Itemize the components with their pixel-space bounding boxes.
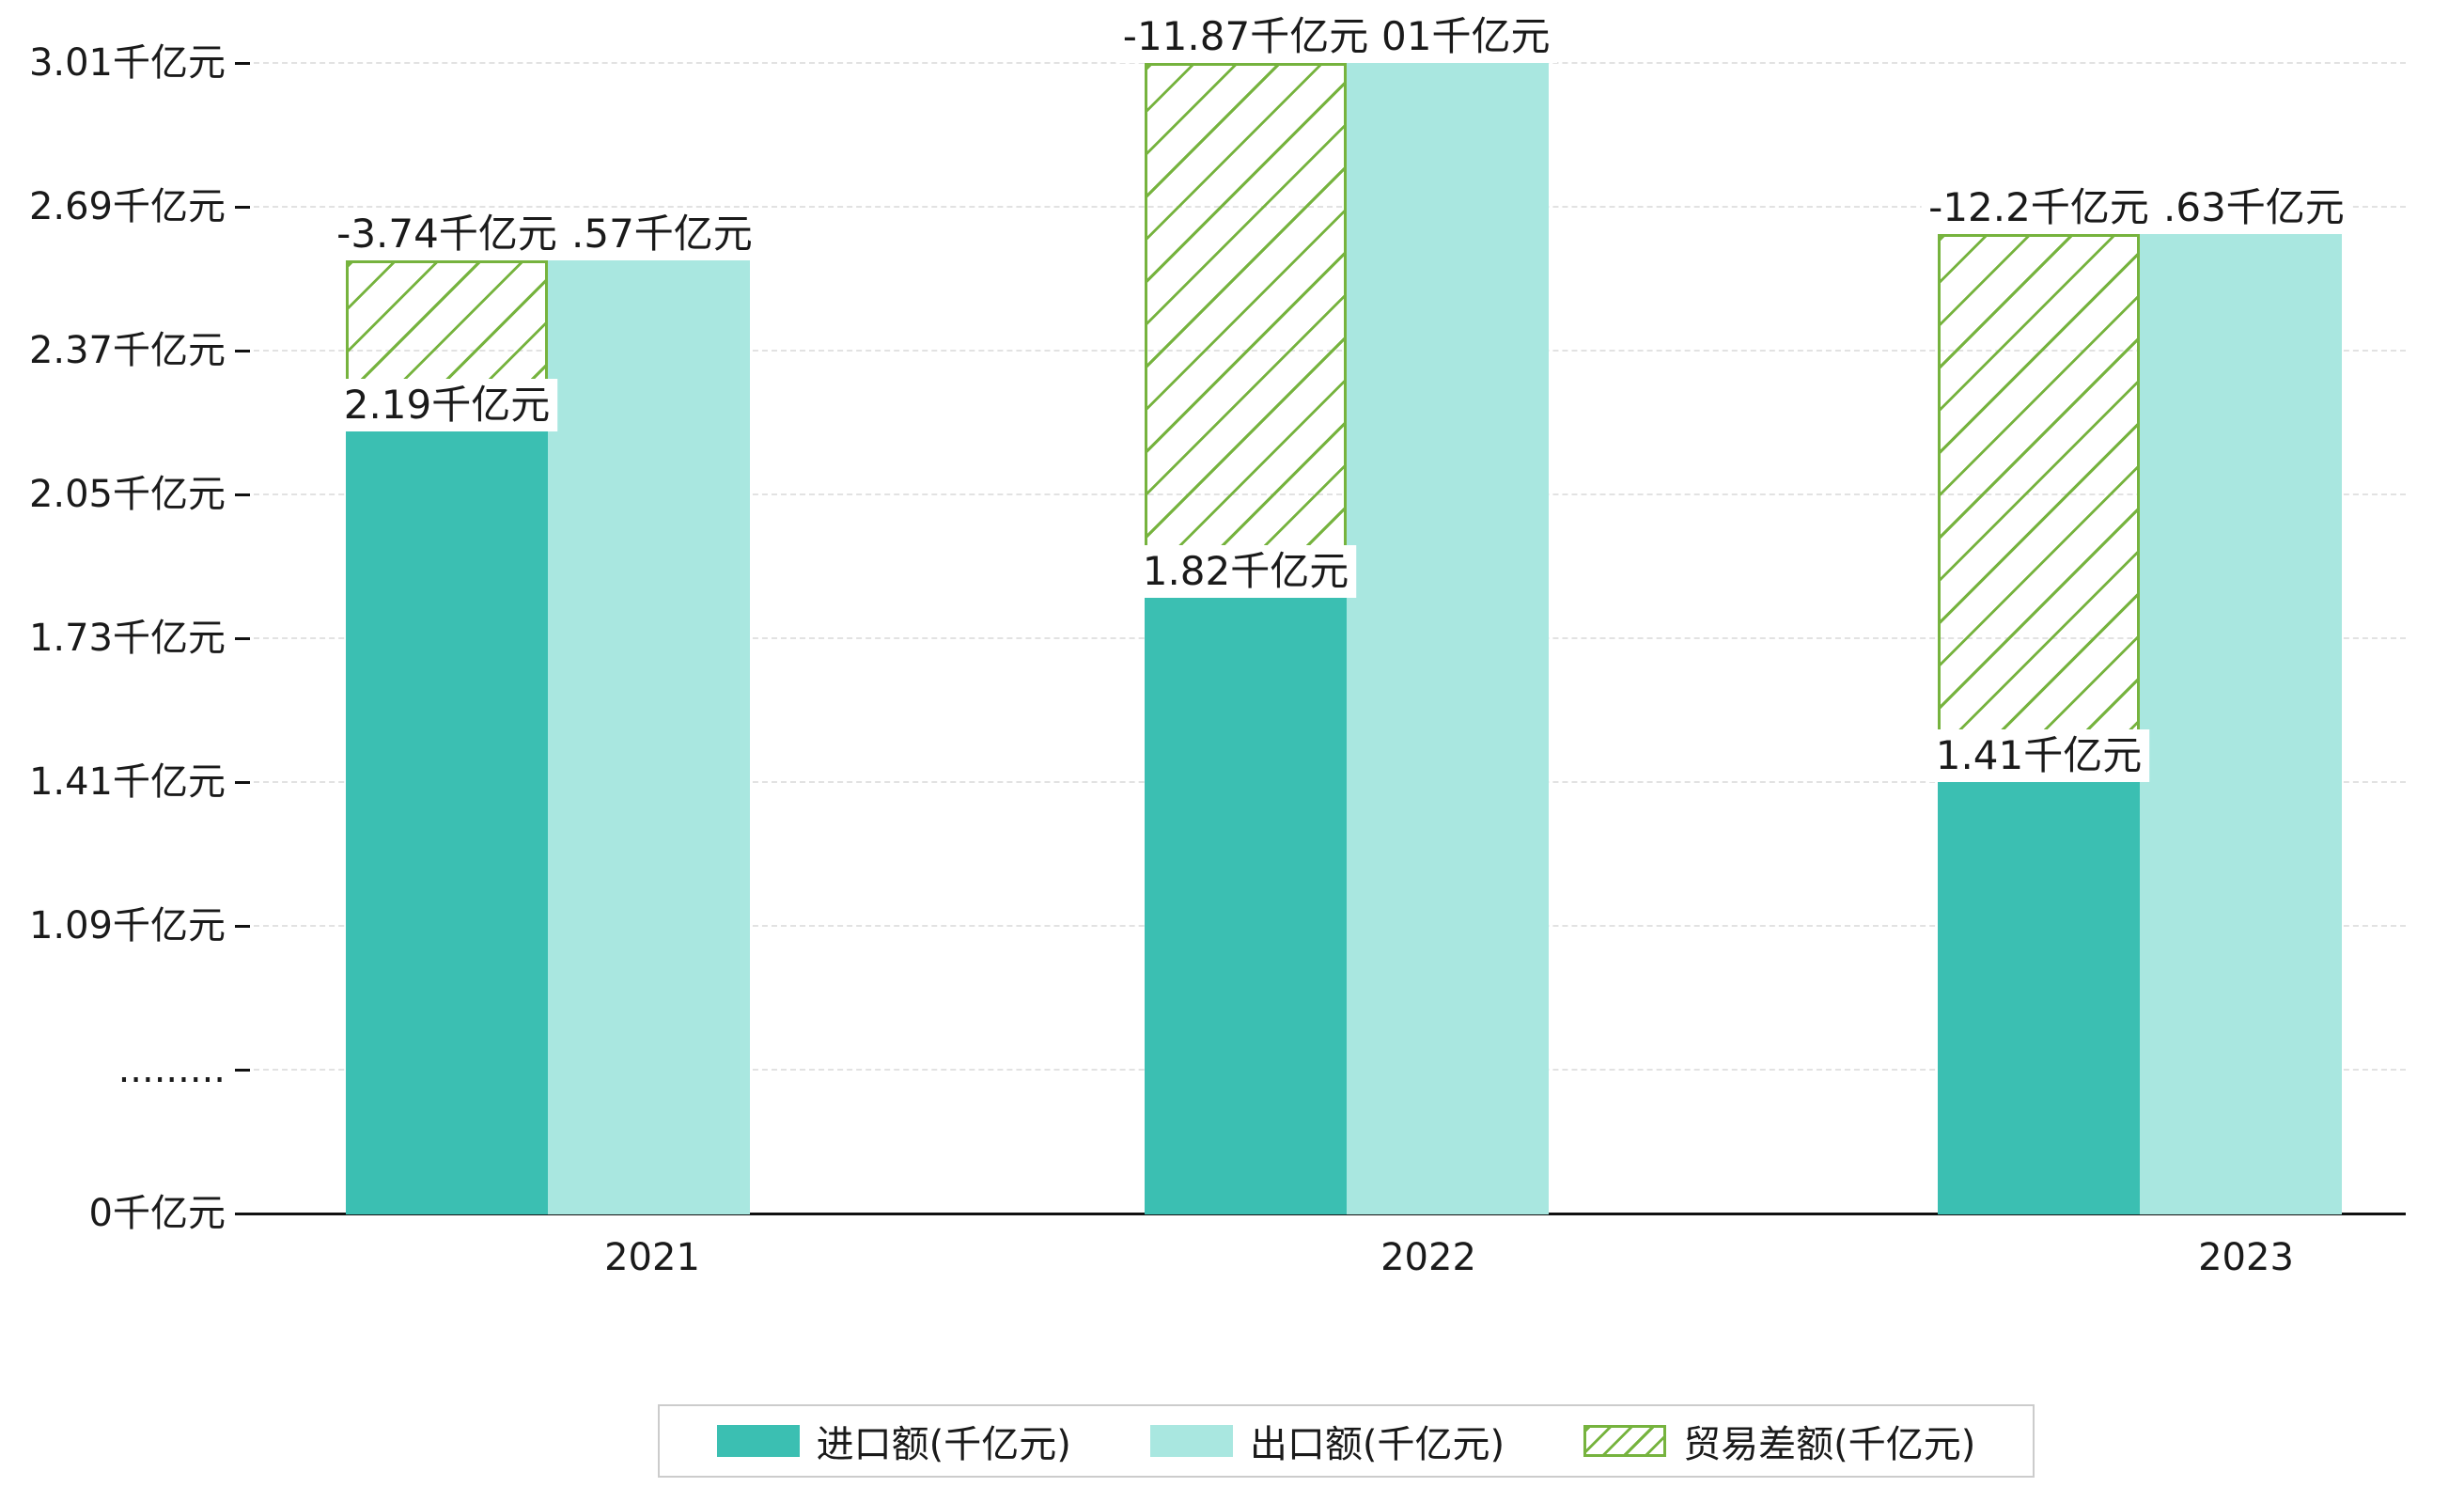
trade-balance-bar (1145, 63, 1347, 598)
export-bar (1347, 63, 1549, 1214)
y-axis-tick-label: 1.09千亿元 (28, 904, 226, 947)
import-value-label: 1.41千亿元 (1927, 729, 2150, 782)
y-axis-tick-label: 2.05千亿元 (28, 473, 226, 516)
trade-balance-value-label: -11.87千亿元 (1115, 10, 1377, 63)
export-value-label: .57千亿元 (564, 208, 760, 260)
legend: 进口额(千亿元) 出口额(千亿元) 贸易差额(千亿元) (658, 1404, 2035, 1478)
trade-balance-swatch-icon (1583, 1425, 1667, 1457)
import-bar (1938, 782, 2140, 1214)
legend-label-import: 进口额(千亿元) (816, 1423, 1071, 1466)
import-bar (346, 431, 548, 1214)
y-axis-tick-label: 2.69千亿元 (28, 185, 226, 228)
y-axis-tick (235, 493, 250, 496)
y-axis-tick-label: 2.37千亿元 (28, 329, 226, 372)
export-swatch-icon (1149, 1425, 1233, 1457)
y-axis-tick (235, 1213, 250, 1215)
trade-balance-value-label: -3.74千亿元 (329, 208, 565, 260)
legend-item-trade-balance: 贸易差额(千亿元) (1583, 1414, 1975, 1468)
x-axis-tick-label: 2022 (1380, 1236, 1476, 1279)
y-axis-tick (235, 206, 250, 209)
y-axis-tick (235, 781, 250, 784)
legend-item-export: 出口额(千亿元) (1149, 1414, 1505, 1468)
import-bar (1145, 598, 1347, 1214)
y-axis-tick (235, 1069, 250, 1072)
y-axis-tick (235, 350, 250, 352)
y-axis-tick-label: 1.73千亿元 (28, 617, 226, 660)
y-axis-tick-label: 3.01千亿元 (28, 41, 226, 85)
export-value-label: 01千亿元 (1374, 10, 1558, 63)
y-axis-tick-label: 0千亿元 (88, 1192, 226, 1235)
export-value-label: .63千亿元 (2156, 181, 2352, 234)
y-axis-tick-label: 1.41千亿元 (28, 760, 226, 804)
trade-balance-bar (1938, 234, 2140, 782)
import-value-label: 1.82千亿元 (1134, 545, 1357, 598)
y-axis-tick-label: ......... (117, 1048, 226, 1091)
y-axis-tick (235, 62, 250, 65)
y-axis-tick (235, 637, 250, 640)
legend-label-export: 出口额(千亿元) (1249, 1423, 1505, 1466)
x-axis-tick-label: 2023 (2198, 1236, 2294, 1279)
import-value-label: 2.19千亿元 (335, 379, 558, 431)
import-swatch-icon (716, 1425, 800, 1457)
x-axis-tick-label: 2021 (604, 1236, 700, 1279)
export-bar (2140, 234, 2342, 1214)
trade-balance-value-label: -12.2千亿元 (1921, 181, 2157, 234)
legend-item-import: 进口额(千亿元) (716, 1414, 1071, 1468)
legend-label-trade-balance: 贸易差额(千亿元) (1683, 1423, 1976, 1466)
export-bar (548, 260, 750, 1214)
y-axis-tick (235, 925, 250, 928)
